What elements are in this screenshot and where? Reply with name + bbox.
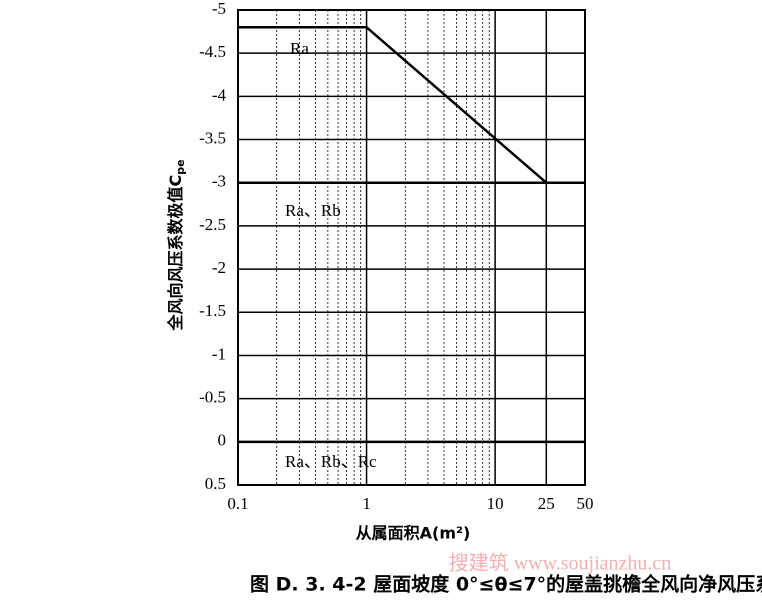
y-tick-label: -4.5 — [199, 42, 226, 61]
y-tick-label: -3 — [212, 172, 226, 191]
x-tick-label: 25 — [538, 494, 555, 513]
y-axis-label-group: 全风向风压系数极值Cpe — [166, 159, 188, 331]
y-tick-label: 0 — [218, 431, 227, 450]
watermark: 搜建筑 www.soujianzhu.cn — [449, 552, 672, 575]
caption: 图 D. 3. 4-2 屋面坡度 0°≤θ≤7°的屋盖挑檐全风向净风压系数最值 — [250, 573, 762, 596]
series-line — [238, 26, 548, 184]
y-tick-label: -0.5 — [199, 388, 226, 407]
y-tick-label: 0.5 — [205, 474, 226, 493]
x-tick-label: 1 — [362, 494, 371, 513]
y-tick-label: -2.5 — [199, 215, 226, 234]
y-tick-label: -2 — [212, 258, 226, 277]
y-tick-label: -1.5 — [199, 301, 226, 320]
y-tick-label: -1 — [212, 344, 226, 363]
series-label: Ra、Rb、Rc — [285, 452, 377, 471]
x-tick-label: 0.1 — [227, 494, 248, 513]
x-tick-label: 50 — [577, 494, 594, 513]
plot-frame — [237, 9, 586, 486]
x-axis-label: 从属面积A(m²) — [356, 524, 471, 543]
y-tick-label: -4 — [212, 85, 227, 104]
y-axis-label-main: 全风向风压系数极值C — [166, 175, 185, 332]
series-label: Ra、Rb — [285, 201, 341, 220]
x-tick-label: 10 — [487, 494, 504, 513]
y-tick-label: -3.5 — [199, 128, 226, 147]
series-label: Ra — [290, 39, 309, 58]
y-axis-label-sub: pe — [174, 159, 187, 174]
y-axis-label: 全风向风压系数极值Cpe — [166, 159, 188, 331]
y-tick-label: -5 — [212, 0, 226, 18]
